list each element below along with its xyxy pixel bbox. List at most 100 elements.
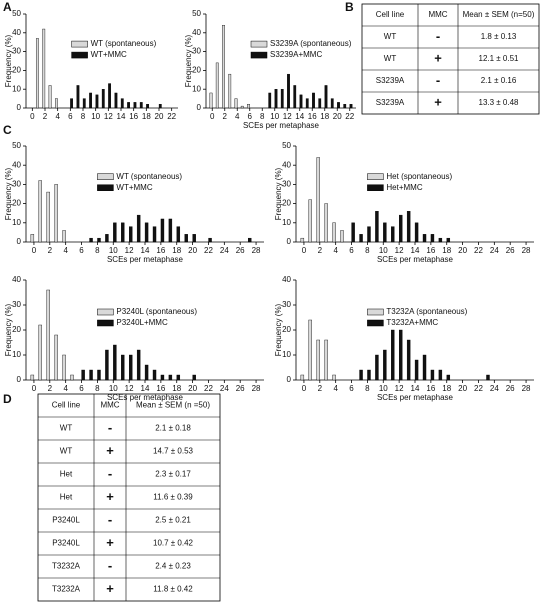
legend-swatch [97, 319, 114, 327]
bar [152, 226, 157, 243]
bar [139, 102, 143, 109]
legend-label: S3239A+MMC [270, 50, 322, 59]
y-tick-label: 50 [282, 141, 291, 150]
y-axis-label: Frequency (%) [4, 167, 13, 220]
bar [46, 191, 50, 243]
bar [89, 92, 93, 109]
bar [274, 88, 278, 109]
x-tick-label: 10 [379, 246, 388, 255]
bar [129, 226, 133, 243]
bar [114, 92, 118, 109]
x-tick-label: 20 [458, 246, 467, 255]
y-tick-label: 10 [192, 84, 201, 93]
y-tick-label: 30 [192, 47, 201, 56]
bar [280, 88, 284, 109]
x-tick-label: 18 [320, 112, 329, 121]
table-cell: Het [60, 470, 73, 479]
x-tick-label: 24 [490, 384, 499, 393]
bar [430, 234, 435, 243]
x-tick-label: 16 [129, 112, 138, 121]
x-tick-label: 18 [442, 246, 451, 255]
bar [293, 85, 297, 109]
x-tick-label: 8 [81, 112, 86, 121]
bar [414, 359, 419, 381]
bar [30, 374, 35, 381]
table-cell: + [434, 94, 442, 109]
bar [38, 180, 42, 243]
bar [105, 349, 109, 381]
bar [446, 237, 451, 243]
bar [192, 234, 196, 243]
legend-label: WT (spontaneous) [116, 172, 182, 181]
y-tick-label: 0 [287, 237, 292, 246]
table-header: Cell line [376, 10, 405, 19]
x-tick-label: 8 [365, 246, 370, 255]
table-cell: 12.1 ± 0.51 [479, 54, 520, 63]
table-cell: 2.1 ± 0.16 [481, 76, 517, 85]
bar [97, 237, 101, 243]
x-tick-label: 10 [109, 384, 118, 393]
bar [414, 222, 419, 243]
y-tick-label: 40 [282, 275, 291, 284]
bar [42, 28, 46, 109]
bar [375, 354, 379, 381]
bar [176, 374, 181, 381]
bar [349, 104, 353, 109]
table-cell: - [108, 558, 112, 573]
bar [332, 374, 336, 381]
legend-label: S3239A (spontaneous) [270, 39, 352, 48]
bar [168, 218, 173, 243]
bar [35, 38, 39, 109]
table-header: Mean ± SEM (n =50) [136, 401, 210, 410]
bar [318, 98, 322, 109]
table-cell: T3232A [52, 562, 81, 571]
bar [146, 104, 150, 109]
x-tick-label: 20 [188, 384, 197, 393]
x-tick-label: 4 [63, 384, 68, 393]
bar [300, 237, 305, 243]
y-tick-label: 10 [282, 350, 291, 359]
x-tick-label: 6 [68, 112, 73, 121]
bar [399, 214, 403, 243]
bar [120, 98, 124, 109]
bar [308, 199, 312, 243]
table-header: Mean ± SEM (n=50) [463, 10, 535, 19]
legend-swatch [367, 319, 384, 327]
y-tick-label: 20 [12, 325, 21, 334]
bar [81, 369, 85, 381]
bar [438, 369, 443, 381]
x-tick-label: 0 [302, 246, 307, 255]
bar [330, 98, 334, 109]
x-tick-label: 2 [43, 112, 48, 121]
x-tick-label: 22 [345, 112, 354, 121]
x-tick-label: 2 [318, 384, 323, 393]
x-tick-label: 10 [379, 384, 388, 393]
x-tick-label: 28 [522, 384, 531, 393]
x-tick-label: 6 [349, 384, 354, 393]
x-tick-label: 24 [220, 384, 229, 393]
x-tick-label: 12 [283, 112, 292, 121]
bar [101, 88, 105, 109]
bar [97, 369, 101, 381]
bar [168, 374, 173, 381]
bar [158, 104, 162, 109]
x-tick-label: 6 [79, 384, 84, 393]
x-tick-label: 16 [156, 384, 165, 393]
legend-swatch [71, 51, 88, 59]
bar [399, 329, 403, 381]
bar [375, 211, 379, 243]
bar [54, 98, 58, 109]
x-tick-label: 22 [204, 384, 213, 393]
legend-label: P3240L+MMC [116, 318, 168, 327]
table-cell: WT [384, 32, 397, 41]
x-tick-label: 4 [333, 246, 338, 255]
x-tick-label: 6 [349, 246, 354, 255]
y-tick-label: 50 [192, 9, 201, 18]
bar [184, 234, 188, 243]
y-tick-label: 20 [282, 325, 291, 334]
x-tick-label: 16 [156, 246, 165, 255]
y-tick-label: 20 [12, 66, 21, 75]
legend-swatch [367, 173, 384, 180]
x-tick-label: 16 [426, 384, 435, 393]
bar [30, 234, 35, 243]
